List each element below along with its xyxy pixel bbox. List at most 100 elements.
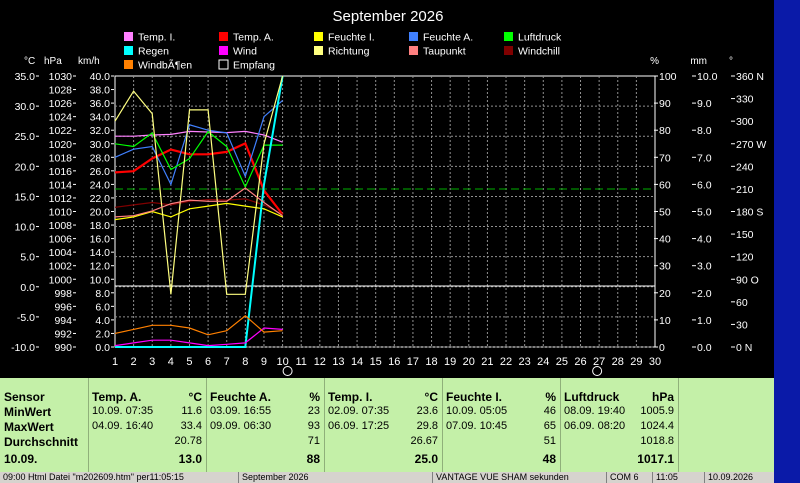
y-tick-label: 2.0	[95, 328, 110, 340]
y-tick-label: 1022	[49, 125, 73, 137]
y-tick-label: 0.0	[95, 342, 110, 354]
stats-column-divider	[560, 378, 561, 472]
y-tick-label: 40.0	[90, 71, 111, 83]
stats-cell-row: 1018.8	[564, 435, 674, 449]
y-tick-label: 1006	[49, 234, 73, 246]
legend-swatch	[219, 46, 228, 55]
y-tick-label: 10.0	[15, 222, 36, 234]
stats-value: 93	[307, 420, 320, 432]
stats-cell-row: Temp. I. °C	[328, 390, 438, 404]
x-tick-label: 3	[149, 356, 155, 368]
y-tick-label: 6.0	[95, 301, 110, 313]
stat-label-max: MaxWert	[4, 420, 54, 434]
y-tick-label: 6.0	[697, 179, 712, 191]
stats-value: 26.67	[410, 435, 438, 447]
y-tick-label: -5.0	[17, 312, 35, 324]
stats-value: 46	[543, 405, 556, 417]
y-tick-label: 22.0	[90, 193, 111, 205]
y-tick-label: 90 O	[736, 274, 759, 286]
x-tick-label: 23	[519, 356, 531, 368]
axis-units: °C hPa km/h% mm °	[24, 56, 733, 67]
stats-cell-row: Luftdruck hPa	[564, 390, 674, 404]
x-tick-label: 18	[425, 356, 437, 368]
y-tick-label: 360 N	[736, 71, 764, 83]
series-line	[114, 75, 284, 295]
y-tick-label: 1.0	[697, 315, 712, 327]
series-line	[115, 130, 283, 143]
legend-swatch	[218, 59, 229, 70]
moon-markers	[282, 366, 603, 376]
y-tick-label: 30.0	[90, 139, 111, 151]
stats-cell-row: 07.09. 10:45 65	[446, 420, 556, 434]
y-tick-label: 4.0	[697, 234, 712, 246]
stats-timestamp: 09.09. 06:30	[210, 420, 272, 432]
legend-swatch	[504, 32, 513, 41]
stats-cell-row: Feuchte I.%	[446, 390, 556, 404]
stats-cell-row: Feuchte A.%	[210, 390, 320, 404]
status-station: VANTAGE VUE SHAM sekunden	[432, 472, 609, 483]
x-tick-label: 28	[612, 356, 624, 368]
x-tick-label: 19	[444, 356, 456, 368]
x-tick-label: 9	[261, 356, 267, 368]
x-tick-label: 1	[112, 356, 118, 368]
legend-swatch	[504, 46, 513, 55]
legend-swatch	[124, 60, 133, 69]
status-month: September 2026	[238, 472, 435, 483]
stats-timestamp: 07.09. 10:45	[446, 420, 508, 432]
stats-column-name: Feuchte A.	[210, 390, 271, 404]
stats-value: 1018.8	[640, 435, 674, 447]
stats-timestamp: 04.09. 16:40	[92, 420, 154, 432]
stats-column-unit: hPa	[651, 390, 674, 404]
y-tick-label: 270 W	[736, 139, 766, 151]
legend-label: Wind	[233, 46, 257, 58]
x-tick-label: 17	[407, 356, 419, 368]
y-tick-label: 24.0	[90, 179, 111, 191]
y-tick-label: 10.0	[697, 71, 718, 83]
y-tick-label: 4.0	[95, 315, 110, 327]
y-tick-label: 16.0	[90, 234, 111, 246]
axis-unit-label: km/h	[78, 56, 100, 67]
stats-cell-row: 48	[446, 452, 556, 466]
y-tick-label: 20.0	[90, 207, 111, 219]
y-tick-label: 1030	[49, 71, 73, 83]
x-tick-label: 24	[537, 356, 549, 368]
y-tick-label: 20.0	[15, 161, 36, 173]
legend-swatch	[314, 46, 323, 55]
stats-cell-row: 26.67	[328, 435, 438, 449]
legend-label: Feuchte A.	[423, 32, 473, 44]
y-tick-label: 1020	[49, 139, 73, 151]
stats-cell-row: 88	[210, 452, 320, 466]
stats-column-name: Feuchte I.	[446, 390, 503, 404]
legend-label: Richtung	[328, 46, 370, 58]
y-tick-label: 30.0	[15, 101, 36, 113]
status-time: 11:05	[652, 472, 707, 483]
legend-label: Feuchte I.	[328, 32, 375, 44]
x-tick-label: 21	[481, 356, 493, 368]
stats-column: Temp. I. °C 02.09. 07:35 23.6 06.09. 17:25 29…	[324, 382, 442, 468]
legend: Temp. I. Temp. A. Feuchte I. Feuchte A. Luft…	[124, 32, 562, 72]
legend-swatch	[124, 46, 133, 55]
y-tick-label: 3.0	[697, 261, 712, 273]
legend-swatch	[124, 32, 133, 41]
stats-cell-row: 09.09. 06:30 93	[210, 420, 320, 434]
stats-cell-row: 51	[446, 435, 556, 449]
y-tick-label: 7.0	[697, 152, 712, 164]
stats-column: Feuchte I.% 10.09. 05:05 46 07.09. 10:45 65 5…	[442, 382, 560, 468]
status-date: 10.09.2026	[704, 472, 774, 483]
stats-timestamp: 06.09. 17:25	[328, 420, 390, 432]
y-tick-label: 9.0	[697, 98, 712, 110]
weather-chart: September 2026 Temp. I. Temp. A. Feuchte I…	[11, 8, 767, 376]
y-tick-label: 38.0	[90, 85, 111, 97]
x-tick-label: 22	[500, 356, 512, 368]
y-tick-label: 0.0	[697, 342, 712, 354]
status-port: COM 6	[606, 472, 655, 483]
stat-label-sensor: Sensor	[4, 390, 45, 404]
y-tick-label: 210	[736, 184, 754, 196]
y-tick-label: 30	[736, 319, 748, 331]
stats-cell-row: 08.09. 19:40 1005.9	[564, 405, 674, 419]
y-tick-label: 998	[54, 288, 72, 300]
stats-cell-row: 06.09. 17:25 29.8	[328, 420, 438, 434]
y-tick-label: 300	[736, 116, 754, 128]
y-tick-label: 18.0	[90, 220, 111, 232]
series-line	[114, 130, 283, 189]
